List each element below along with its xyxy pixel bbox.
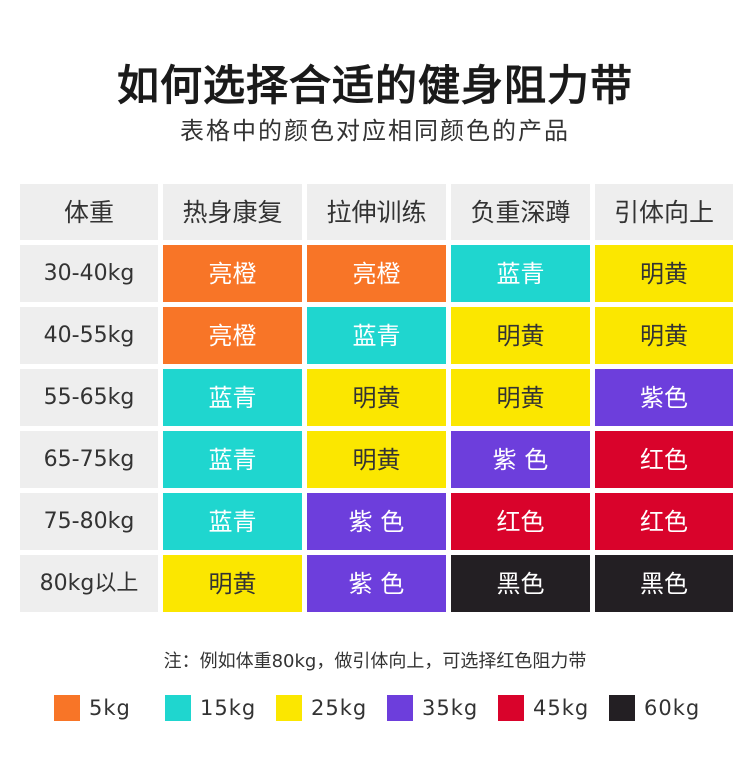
legend-swatch	[54, 695, 80, 721]
band-color-cell: 黑色	[595, 555, 733, 612]
row-header-weight: 75-80kg	[20, 493, 158, 550]
band-color-cell: 明黄	[451, 307, 590, 364]
band-color-cell: 紫色	[595, 369, 733, 426]
band-color-cell: 明黄	[595, 307, 733, 364]
legend-swatch	[498, 695, 524, 721]
column-header-squat: 负重深蹲	[451, 184, 590, 240]
legend-item: 5kg	[54, 692, 131, 724]
band-color-cell: 蓝青	[163, 369, 302, 426]
legend-item: 45kg	[498, 692, 589, 724]
legend-swatch	[276, 695, 302, 721]
legend-label: 60kg	[644, 696, 701, 720]
band-color-cell: 蓝青	[451, 245, 590, 302]
legend-label: 15kg	[200, 696, 257, 720]
legend-item: 15kg	[165, 692, 256, 724]
band-color-cell: 明黄	[307, 369, 446, 426]
row-header-weight: 65-75kg	[20, 431, 158, 488]
band-color-cell: 明黄	[595, 245, 733, 302]
page-subtitle: 表格中的颜色对应相同颜色的产品	[180, 117, 570, 145]
band-color-cell: 亮橙	[163, 245, 302, 302]
band-color-cell: 明黄	[163, 555, 302, 612]
column-header-weight: 体重	[20, 184, 158, 240]
band-color-cell: 紫 色	[307, 555, 446, 612]
legend-label: 45kg	[533, 696, 590, 720]
legend-label: 25kg	[311, 696, 368, 720]
row-header-weight: 55-65kg	[20, 369, 158, 426]
legend-item: 25kg	[276, 692, 367, 724]
resistance-band-table: 体重 热身康复 拉伸训练 负重深蹲 引体向上 30-40kg 亮橙 亮橙 蓝青 …	[20, 184, 733, 612]
legend-swatch	[165, 695, 191, 721]
band-color-cell: 红色	[595, 493, 733, 550]
legend-label: 35kg	[422, 696, 479, 720]
band-color-cell: 紫 色	[451, 431, 590, 488]
color-legend: 5kg 15kg 25kg 35kg 45kg 60kg	[0, 692, 750, 724]
legend-item: 35kg	[387, 692, 478, 724]
column-header-warmup: 热身康复	[163, 184, 302, 240]
legend-swatch	[387, 695, 413, 721]
band-color-cell: 蓝青	[307, 307, 446, 364]
band-color-cell: 紫 色	[307, 493, 446, 550]
band-color-cell: 黑色	[451, 555, 590, 612]
row-header-weight: 30-40kg	[20, 245, 158, 302]
usage-note: 注：例如体重80kg，做引体向上，可选择红色阻力带	[163, 651, 587, 672]
row-header-weight: 40-55kg	[20, 307, 158, 364]
page-title: 如何选择合适的健身阻力带	[116, 61, 633, 110]
band-color-cell: 亮橙	[307, 245, 446, 302]
band-color-cell: 蓝青	[163, 493, 302, 550]
column-header-stretch: 拉伸训练	[307, 184, 446, 240]
column-header-pullup: 引体向上	[595, 184, 733, 240]
legend-item: 60kg	[609, 692, 700, 724]
band-color-cell: 红色	[595, 431, 733, 488]
band-color-cell: 亮橙	[163, 307, 302, 364]
band-color-cell: 红色	[451, 493, 590, 550]
band-color-cell: 明黄	[451, 369, 590, 426]
legend-label: 5kg	[89, 696, 131, 720]
band-color-cell: 蓝青	[163, 431, 302, 488]
legend-swatch	[609, 695, 635, 721]
band-color-cell: 明黄	[307, 431, 446, 488]
row-header-weight: 80kg以上	[20, 555, 158, 612]
